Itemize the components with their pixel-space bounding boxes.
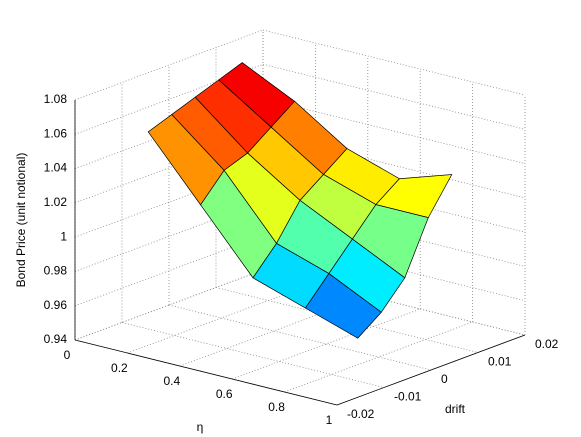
x-tick-label: 0.4: [163, 374, 180, 388]
grid-line: [74, 166, 264, 238]
grid-line: [74, 201, 264, 272]
z-tick-label: 1.02: [44, 195, 68, 209]
y-tick-label: 0.02: [535, 337, 559, 351]
grid-line: [179, 295, 368, 367]
z-tick-label: 0.98: [44, 264, 68, 278]
grid-line: [232, 308, 421, 380]
grid-line: [121, 322, 385, 388]
y-tick-label: -0.02: [347, 407, 375, 421]
y-tick-label: 0.01: [488, 355, 512, 369]
z-tick-label: 1.08: [44, 92, 68, 106]
z-tick-label: 1: [60, 229, 67, 243]
z-tick-label: 1.06: [44, 126, 68, 140]
grid-line: [262, 29, 526, 96]
axis-line: [74, 339, 338, 406]
grid-line: [74, 132, 264, 204]
grid-line: [284, 321, 473, 393]
y-axis-label: drift: [445, 402, 466, 416]
x-tick-label: 0: [64, 348, 71, 362]
x-axis-label: η: [197, 420, 204, 434]
z-tick-label: 0.94: [44, 332, 68, 346]
z-axis-label: Bond Price (unit notional): [14, 153, 28, 288]
x-tick-label: 1: [326, 413, 333, 427]
grid-line: [127, 282, 316, 354]
y-tick-label: -0.01: [394, 390, 422, 404]
axis-line: [336, 334, 526, 406]
z-tick-label: 1.04: [44, 161, 68, 175]
grid-line: [74, 29, 264, 101]
surface-patch: [304, 273, 382, 339]
grid-line: [74, 235, 264, 307]
x-tick-label: 0.2: [111, 361, 128, 375]
x-tick-label: 0.6: [216, 387, 233, 401]
grid-line: [74, 269, 264, 341]
grid-line: [168, 304, 432, 371]
x-tick-label: 0.8: [268, 400, 285, 414]
y-tick-label: 0: [441, 372, 448, 386]
grid-line: [74, 98, 264, 169]
z-tick-label: 0.96: [44, 298, 68, 312]
grid-line: [74, 63, 264, 135]
